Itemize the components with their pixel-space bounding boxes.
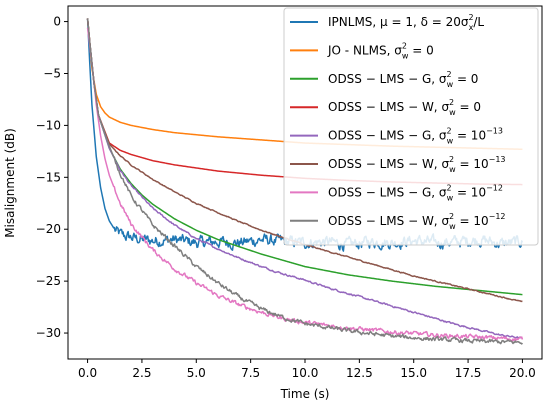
legend-entry-7: ODSS − LMS − G, σ2 w = 10−12 [328,183,503,202]
y-tick-label: 0 [53,15,61,29]
legend-entry-8: ODSS − LMS − W, σ2 w = 10−12 [328,212,506,231]
y-tick-label: −5 [43,66,61,80]
x-axis-title: Time (s) [280,387,330,401]
x-tick-label: 20.0 [509,366,536,380]
x-tick-label: 2.5 [132,366,151,380]
legend-entry-6: ODSS − LMS − W, σ2 w = 10−13 [328,155,506,174]
legend-entry-3: ODSS − LMS − G, σ2 w = 0 [328,70,478,89]
x-tick-label: 10.0 [292,366,319,380]
legend-entry-1: IPNLMS, μ = 1, δ = 20σ2 x/L [328,13,484,32]
legend-box [283,7,539,246]
series-line-5 [86,18,523,339]
y-tick-label: −25 [36,274,61,288]
y-tick-label: −20 [36,222,61,236]
x-tick-label: 0.0 [78,366,97,380]
y-tick-label: −15 [36,170,61,184]
y-tick-label: −10 [36,118,61,132]
legend-entry-2: JO - NLMS, σ2 w = 0 [327,41,434,60]
y-axis-title: Misalignment (dB) [3,128,17,238]
legend-entry-4: ODSS − LMS − W, σ2 w = 0 [328,98,481,117]
y-axis: 0 −5 −10 −15 −20 −25 −30 [36,15,68,340]
x-tick-label: 15.0 [400,366,427,380]
y-tick-label: −30 [36,326,61,340]
x-tick-label: 12.5 [346,366,373,380]
legend-entry-5: ODSS − LMS − G, σ2 w = 10−13 [328,127,503,146]
x-axis: 0.0 2.5 5.0 7.5 10.0 12.5 15.0 17.5 20.0 [78,359,536,380]
series-line-3 [86,18,523,296]
x-tick-label: 17.5 [455,366,482,380]
legend: IPNLMS, μ = 1, δ = 20σ2 x/L JO - NLMS, σ2 w… [283,7,539,246]
x-tick-label: 7.5 [241,366,260,380]
series-line-8 [86,18,524,345]
x-tick-label: 5.0 [187,366,206,380]
